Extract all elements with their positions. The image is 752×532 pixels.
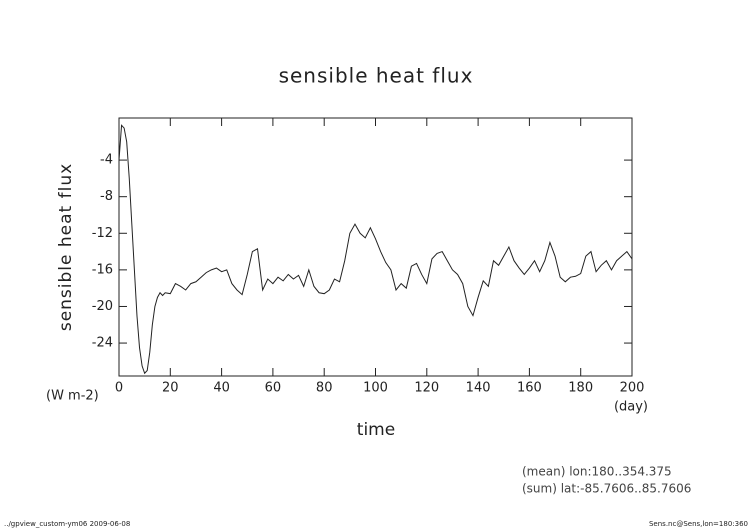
footer: ../gpview_custom-ym06 2009-06-08	[4, 520, 130, 528]
x-axis-label: time	[357, 420, 395, 440]
data-line	[118, 124, 633, 375]
y-tick-label: -20	[92, 299, 113, 314]
y-tick-label: -12	[92, 226, 113, 241]
footer: Sens.nc@Sens,lon=180:360	[649, 520, 748, 528]
y-unit: (W m-2)	[46, 389, 99, 404]
x-tick-label: 60	[265, 381, 282, 396]
plot-frame	[118, 117, 633, 377]
x-tick-label: 160	[517, 381, 542, 396]
x-tick-label: 40	[213, 381, 230, 396]
y-tick-label: -8	[100, 189, 113, 204]
y-axis-label: sensible heat flux	[56, 163, 76, 331]
x-tick-label: 140	[466, 381, 491, 396]
chart-title: sensible heat flux	[279, 64, 474, 88]
x-unit: (day)	[614, 400, 648, 415]
y-tick-label: -24	[92, 336, 113, 351]
x-tick-label: 180	[568, 381, 593, 396]
x-tick-label: 80	[316, 381, 333, 396]
x-tick-label: 120	[414, 381, 439, 396]
x-tick-label: 200	[620, 381, 645, 396]
x-tick-label: 100	[363, 381, 388, 396]
x-tick-label: 0	[115, 381, 123, 396]
x-tick-label: 20	[162, 381, 179, 396]
y-tick-label: -4	[100, 153, 113, 168]
y-tick-label: -16	[92, 262, 113, 277]
annotation: (mean) lon:180..354.375	[522, 465, 672, 479]
annotation: (sum) lat:-85.7606..85.7606	[522, 482, 691, 496]
